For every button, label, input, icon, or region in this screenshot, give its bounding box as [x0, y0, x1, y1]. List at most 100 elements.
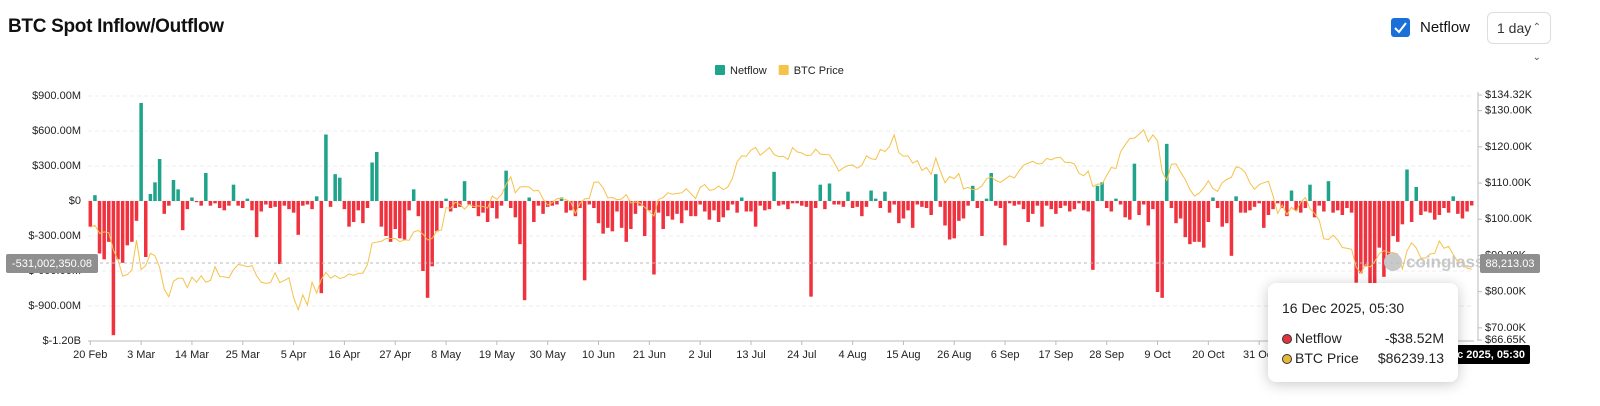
page-title: BTC Spot Inflow/Outflow [8, 16, 224, 37]
bar [88, 201, 93, 227]
x-tick-label: 28 Sep [1089, 349, 1124, 361]
watermark-logo [1384, 253, 1402, 271]
x-tick-label: 4 Aug [839, 349, 867, 361]
bar [1386, 201, 1391, 257]
bar [1132, 163, 1137, 201]
bar [1049, 201, 1054, 210]
bar [934, 174, 938, 201]
bar [213, 201, 217, 204]
netflow-checkbox[interactable] [1391, 18, 1410, 37]
bar [462, 181, 467, 201]
bar [204, 173, 208, 201]
x-tick-label: 13 Jul [736, 349, 765, 361]
bar [753, 201, 758, 227]
bar [1044, 201, 1049, 206]
bar [518, 201, 522, 245]
bar [1400, 201, 1405, 225]
bar [301, 201, 305, 206]
x-tick-label: 6 Sep [991, 349, 1020, 361]
bar [407, 201, 411, 211]
check-icon [1394, 22, 1407, 34]
tooltip-value: $86239.13 [1377, 350, 1444, 366]
bar [541, 201, 545, 214]
bar [1432, 201, 1437, 220]
bar [194, 201, 199, 203]
bar [1114, 198, 1118, 201]
y2-tick-label: $80.00K [1485, 286, 1527, 298]
x-tick-label: 17 Sep [1038, 349, 1073, 361]
bar [1289, 190, 1294, 201]
bar [689, 201, 693, 217]
bar [1031, 201, 1035, 214]
bar [374, 152, 379, 201]
bar [416, 201, 421, 217]
bar [795, 201, 799, 204]
y2-tick-label: $110.00K [1485, 177, 1532, 189]
y2-tick-label: $130.00K [1485, 105, 1533, 117]
bar [906, 201, 910, 211]
x-tick-label: 9 Oct [1144, 349, 1170, 361]
bar [786, 201, 790, 210]
bar [1465, 201, 1469, 212]
bar [1123, 201, 1127, 218]
x-tick-label: 20 Oct [1192, 349, 1224, 361]
legend-swatch [778, 65, 789, 75]
bar [915, 201, 920, 205]
bar [125, 201, 130, 246]
bar [873, 198, 878, 201]
interval-select[interactable]: 1 day ⌃ ⌄ [1487, 12, 1551, 63]
x-tick-label: 24 Jul [787, 349, 816, 361]
bar [476, 201, 481, 217]
bar [439, 201, 444, 208]
bar [1363, 201, 1368, 267]
x-tick-label: 31 Oct [1243, 349, 1275, 361]
bar [730, 201, 735, 205]
bar [444, 198, 448, 201]
bar [836, 201, 841, 205]
bar [1308, 184, 1312, 201]
checkbox-label[interactable]: Netflow [1420, 19, 1471, 36]
bar [504, 170, 508, 201]
bar [287, 201, 291, 210]
bar [652, 201, 656, 275]
bar [324, 134, 328, 201]
bar [1252, 201, 1257, 207]
bar [217, 201, 222, 208]
bar [947, 201, 952, 240]
bar [1165, 143, 1169, 201]
bar [763, 201, 767, 211]
bar [850, 201, 855, 208]
y-tick-label: $-300.00M [28, 230, 81, 242]
bar [735, 201, 739, 213]
bar [342, 201, 347, 210]
y-tick-label: $0 [69, 195, 81, 207]
bar [467, 201, 471, 205]
bar [472, 201, 476, 208]
bar [800, 201, 804, 206]
bar [878, 201, 883, 208]
bar [980, 201, 984, 236]
bar [185, 201, 190, 210]
bar [569, 201, 573, 211]
bar [984, 198, 989, 201]
bar [961, 201, 966, 219]
bar [328, 201, 333, 207]
bar [167, 201, 171, 206]
bar [370, 162, 374, 201]
bar [1118, 201, 1123, 205]
bar [712, 201, 716, 211]
bar [250, 201, 254, 211]
bar [333, 174, 337, 201]
bar [365, 201, 370, 208]
bar [1026, 201, 1030, 222]
x-tick-label: 16 Apr [329, 349, 361, 361]
bar [356, 201, 361, 211]
bar [938, 201, 943, 207]
bar [1382, 201, 1386, 277]
y2-tick-label: $120.00K [1485, 141, 1533, 153]
bar [208, 201, 213, 206]
bar [1017, 201, 1021, 205]
bar [1206, 201, 1211, 222]
bar [1266, 201, 1271, 215]
